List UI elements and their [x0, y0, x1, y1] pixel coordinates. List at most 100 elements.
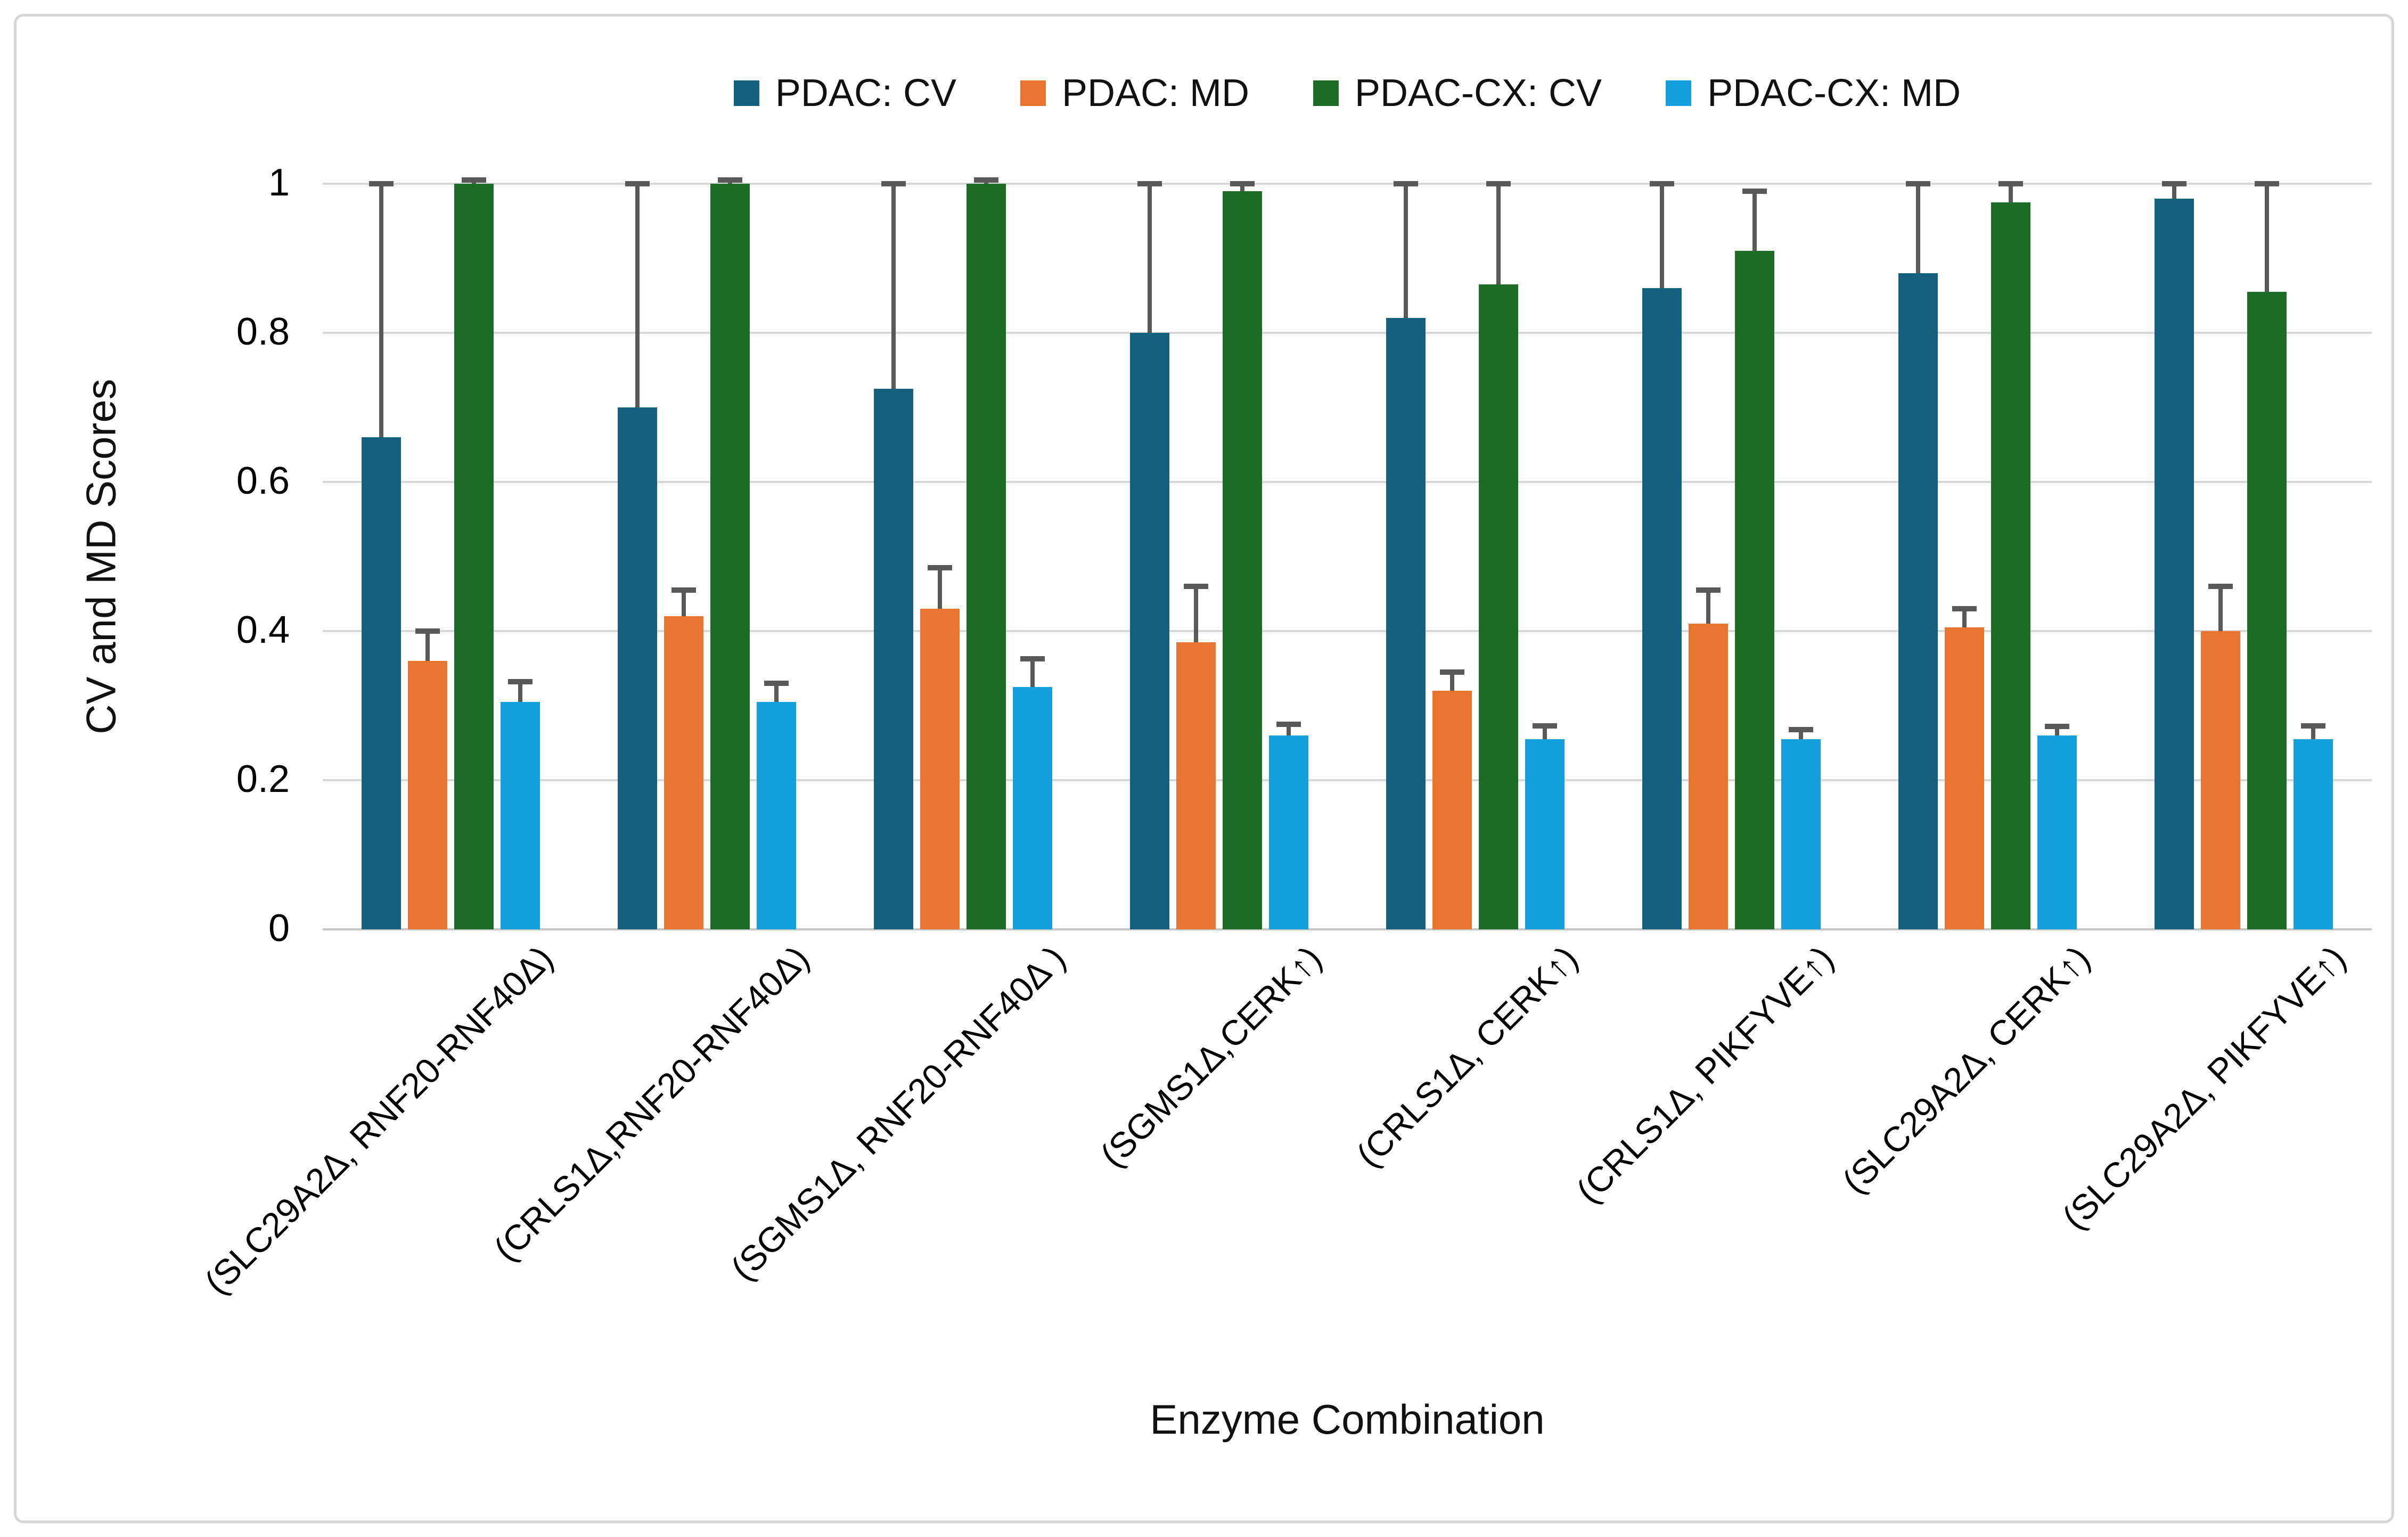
bar-pdac-cv-cat7 [2155, 199, 2194, 929]
error-bar-cap [2301, 723, 2325, 729]
error-bar-line [1287, 724, 1291, 735]
bar-pdac-cx-cv-cat0 [454, 184, 494, 929]
legend-item-pdac-cx-cv: PDAC-CX: CV [1313, 71, 1602, 115]
bar-pdac-md-cat7 [2201, 631, 2240, 929]
gridline-y-1 [323, 183, 2372, 185]
error-bar-cap [718, 177, 742, 183]
y-axis-title: CV and MD Scores [77, 379, 125, 734]
error-bar-line [682, 590, 686, 616]
error-bar-line [518, 682, 522, 702]
error-bar-cap [881, 181, 906, 186]
error-bar-cap [1184, 584, 1208, 589]
error-bar-line [2009, 184, 2013, 202]
legend-swatch-icon [1666, 80, 1692, 106]
error-bar-line [1752, 191, 1757, 251]
legend-swatch-icon [733, 80, 759, 106]
error-bar-cap [1742, 189, 1767, 194]
error-bar-cap [1230, 181, 1255, 186]
bar-pdac-cx-md-cat3 [1269, 735, 1308, 929]
legend-label: PDAC-CX: CV [1355, 72, 1602, 115]
gridline-y-0.6 [323, 481, 2372, 483]
error-bar-cap [1137, 181, 1162, 186]
bar-pdac-cx-cv-cat2 [967, 184, 1006, 929]
bar-pdac-cv-cat3 [1130, 333, 1169, 929]
bar-pdac-cv-cat5 [1642, 288, 1682, 929]
gridline-y-0.8 [323, 332, 2372, 334]
bar-pdac-cv-cat0 [362, 437, 401, 929]
error-bar-line [379, 184, 383, 437]
error-bar-line [774, 683, 779, 702]
y-tick-label-0.8: 0.8 [236, 310, 290, 353]
error-bar-line [1194, 586, 1198, 642]
bar-pdac-cx-cv-cat6 [1991, 202, 2030, 929]
error-bar-line [1240, 184, 1244, 191]
error-bar-line [2311, 725, 2315, 739]
error-bar-line [1148, 184, 1152, 333]
bar-pdac-cx-md-cat6 [2037, 735, 2077, 929]
bar-pdac-md-cat4 [1432, 691, 1472, 929]
bar-pdac-cx-md-cat1 [757, 702, 796, 929]
error-bar-line [1706, 590, 1710, 624]
bar-pdac-cx-cv-cat3 [1223, 191, 1262, 929]
bar-pdac-cv-cat6 [1898, 273, 1938, 929]
bar-pdac-md-cat2 [920, 609, 960, 929]
legend-label: PDAC: MD [1061, 72, 1250, 115]
bar-pdac-cx-md-cat2 [1013, 687, 1052, 929]
bar-pdac-cx-md-cat7 [2294, 739, 2333, 929]
legend-swatch-icon [1313, 80, 1339, 106]
error-bar-cap [1533, 723, 1557, 729]
error-bar-cap [928, 565, 952, 570]
bar-pdac-cx-md-cat4 [1525, 739, 1565, 929]
error-bar-cap [2162, 181, 2186, 186]
error-bar-cap [369, 181, 394, 186]
error-bar-cap [1696, 587, 1721, 593]
error-bar-cap [1952, 606, 1977, 611]
error-bar-cap [1486, 181, 1511, 186]
error-bar-line [1450, 672, 1454, 691]
bar-pdac-cx-cv-cat1 [710, 184, 750, 929]
error-bar-line [891, 184, 896, 389]
error-bar-cap [1394, 181, 1418, 186]
error-bar-cap [2208, 584, 2233, 589]
gridline-y-0.2 [323, 779, 2372, 781]
error-bar-cap [1440, 669, 1464, 675]
bar-pdac-cx-cv-cat4 [1479, 284, 1518, 929]
bar-pdac-md-cat3 [1176, 642, 1216, 929]
error-bar-cap [1906, 181, 1930, 186]
bar-pdac-cx-md-cat0 [501, 702, 540, 929]
legend-item-pdac-cx-md: PDAC-CX: MD [1666, 71, 1961, 115]
error-bar-cap [625, 181, 650, 186]
error-bar-cap [2255, 181, 2279, 186]
error-bar-cap [1650, 181, 1674, 186]
error-bar-line [1799, 729, 1803, 739]
error-bar-cap [1276, 722, 1301, 727]
error-bar-cap [1789, 726, 1813, 732]
error-bar-cap [974, 177, 998, 183]
error-bar-cap [671, 587, 696, 593]
error-bar-line [1030, 658, 1035, 687]
bar-pdac-cv-cat4 [1386, 318, 1426, 929]
bar-pdac-md-cat0 [408, 661, 447, 929]
error-bar-line [1496, 184, 1501, 284]
error-bar-line [1962, 609, 1967, 627]
error-bar-line [1404, 184, 1408, 318]
legend-label: PDAC: CV [775, 72, 956, 115]
error-bar-cap [462, 177, 486, 183]
y-tick-label-0.2: 0.2 [236, 758, 290, 800]
error-bar-line [2265, 184, 2269, 292]
bar-pdac-cx-cv-cat7 [2247, 292, 2287, 929]
bar-pdac-md-cat6 [1945, 627, 1984, 929]
y-tick-label-0.4: 0.4 [236, 609, 290, 651]
y-tick-label-1: 1 [268, 161, 290, 204]
bar-pdac-md-cat1 [664, 616, 703, 929]
plot-area: 0 0.2 0.4 0.6 0.8 1 (SLC29A2Δ, RNF20-RNF40Δ) (C… [197, 163, 2372, 1302]
bar-pdac-cv-cat2 [874, 389, 913, 929]
y-tick-label-0.6: 0.6 [236, 460, 290, 502]
error-bar-line [2172, 184, 2176, 199]
error-bar-cap [2045, 724, 2069, 730]
bar-pdac-cx-md-cat5 [1781, 739, 1821, 929]
bar-pdac-cv-cat1 [618, 407, 657, 929]
error-bar-line [2218, 586, 2223, 631]
error-bar-cap [1999, 181, 2023, 186]
error-bar-line [425, 631, 430, 661]
